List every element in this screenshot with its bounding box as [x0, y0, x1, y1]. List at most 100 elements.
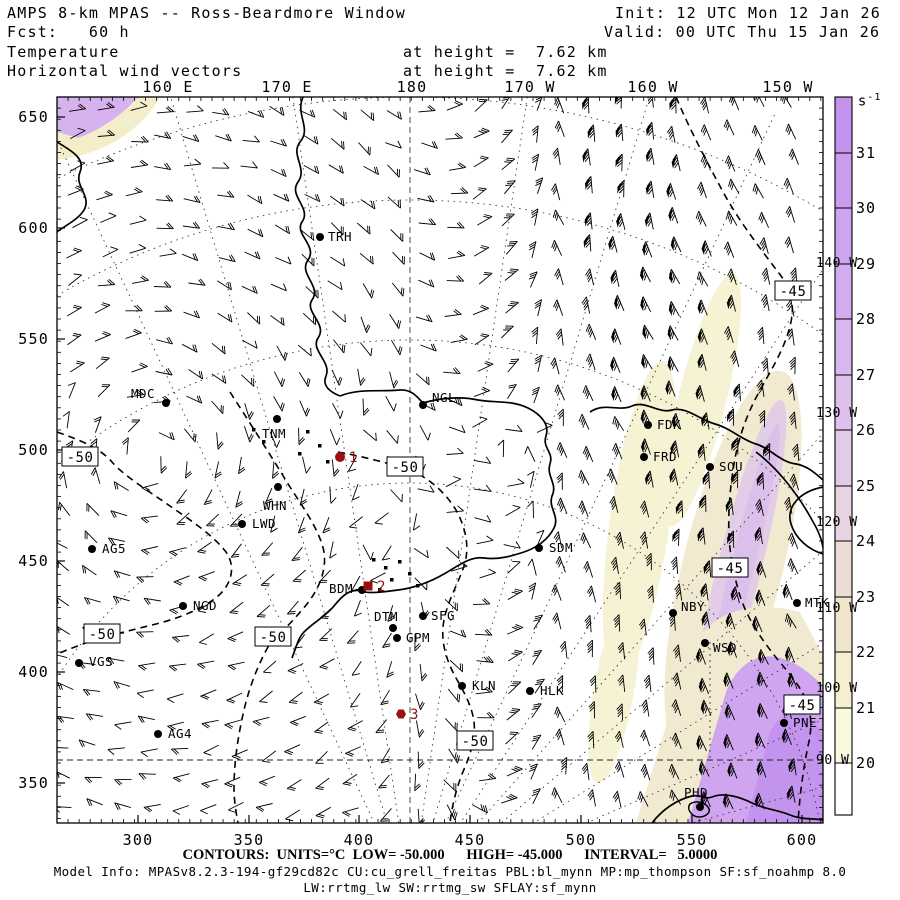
- wind-barb: [609, 496, 619, 513]
- wind-barb-flag: [675, 500, 682, 515]
- wind-barb: [97, 102, 115, 111]
- wind-barb: [448, 748, 460, 764]
- wind-barb: [507, 560, 521, 574]
- wind-barb: [389, 371, 399, 389]
- wind-barb: [252, 716, 270, 726]
- station-marker-wsd: [701, 639, 709, 647]
- wind-barb: [758, 649, 769, 665]
- contour-label-box: [711, 557, 749, 578]
- wind-barb: [270, 283, 287, 292]
- wind-barb: [286, 779, 302, 791]
- wind-barb: [297, 517, 306, 534]
- wind-barb-flag: [723, 734, 727, 750]
- wind-barb: [556, 675, 564, 693]
- wind-barb: [578, 500, 589, 517]
- station-marker-mtk: [793, 599, 801, 607]
- wind-barb: [444, 718, 458, 732]
- wind-barb: [158, 432, 175, 441]
- wind-barb-field: [57, 97, 800, 823]
- wind-barb: [227, 631, 244, 643]
- wind-barb: [788, 411, 797, 429]
- wind-barb: [227, 661, 245, 671]
- colorbar-segment: [835, 153, 852, 208]
- wind-barb: [170, 747, 189, 755]
- wind-barb: [329, 195, 345, 207]
- wind-barb: [506, 708, 521, 721]
- wind-barb: [358, 142, 371, 156]
- wind-barb: [472, 304, 489, 316]
- wind-barb: [114, 721, 132, 730]
- figure-title: AMPS 8-km MPAS -- Ross-Beardmore Window: [7, 4, 406, 22]
- wind-barb: [701, 583, 709, 601]
- wind-barb: [447, 688, 461, 703]
- wind-barb: [270, 168, 287, 178]
- wind-barb: [528, 241, 537, 259]
- wind-barb: [789, 473, 800, 491]
- x-axis-tick-label: 600: [787, 831, 818, 849]
- wind-barb: [67, 333, 82, 346]
- wind-barb-flag: [587, 124, 594, 139]
- wind-barb: [614, 730, 624, 748]
- wind-barb: [583, 561, 594, 578]
- wind-barb: [556, 442, 568, 458]
- wind-barb: [551, 787, 563, 803]
- wind-barb-flag: [645, 181, 652, 196]
- wind-barb-flag: [727, 641, 731, 657]
- station-label-nby: NBY: [681, 599, 705, 614]
- right-longitude-label: 110 W: [816, 601, 858, 616]
- wind-barb-flag: [695, 385, 700, 400]
- wind-barb: [780, 97, 792, 108]
- wind-barb: [297, 344, 312, 357]
- wind-barb-flag: [731, 437, 738, 451]
- wind-barb: [588, 701, 595, 719]
- wind-barb: [322, 516, 331, 534]
- wind-barb: [330, 222, 344, 236]
- wind-barb: [353, 600, 362, 617]
- wind-barb: [241, 339, 258, 349]
- wind-barb-flag: [640, 409, 644, 425]
- wind-barb: [472, 598, 491, 606]
- wind-barb: [345, 746, 361, 757]
- wind-barb: [589, 675, 597, 693]
- wind-barb: [351, 483, 360, 501]
- colorbar-segment: [835, 708, 852, 763]
- colorbar-segment: [835, 208, 852, 264]
- wind-barb: [504, 268, 519, 281]
- terrain-speckle: [326, 460, 330, 464]
- wind-barb: [129, 244, 147, 254]
- wind-barb: [330, 137, 345, 150]
- wind-barb: [784, 613, 797, 629]
- wind-barb: [419, 252, 436, 261]
- coastline: [651, 794, 823, 823]
- wind-barb: [697, 181, 707, 199]
- wind-barb: [230, 543, 242, 558]
- wind-barb: [757, 761, 767, 778]
- station-marker-mdc: [162, 399, 170, 407]
- wind-barb-flag: [733, 383, 740, 398]
- colorbar-segment: [835, 264, 852, 319]
- coastline: [57, 141, 87, 233]
- wind-barb: [524, 446, 536, 462]
- coastline: [291, 389, 557, 659]
- wind-barb: [269, 105, 285, 116]
- terrain-speckle: [384, 566, 388, 570]
- right-longitude-label: 140 W: [816, 256, 858, 271]
- wind-barb-flag: [756, 472, 763, 487]
- wind-barb: [136, 576, 154, 584]
- wind-barb-flag: [696, 735, 700, 751]
- wind-barb: [130, 159, 149, 168]
- wind-barb: [203, 744, 220, 756]
- wind-barb: [389, 314, 402, 329]
- colorbar-segment: [835, 430, 852, 486]
- wind-barb-flag: [697, 299, 702, 315]
- wind-barb: [582, 446, 594, 462]
- wind-barb: [723, 241, 735, 258]
- wind-barb: [166, 693, 184, 703]
- wind-barb: [725, 210, 738, 226]
- wind-barb: [385, 140, 402, 149]
- wind-barb: [362, 398, 370, 416]
- wind-barb: [331, 369, 343, 386]
- contour-label-box: [774, 280, 812, 301]
- wind-barb: [475, 686, 493, 695]
- map-border: [56, 96, 824, 824]
